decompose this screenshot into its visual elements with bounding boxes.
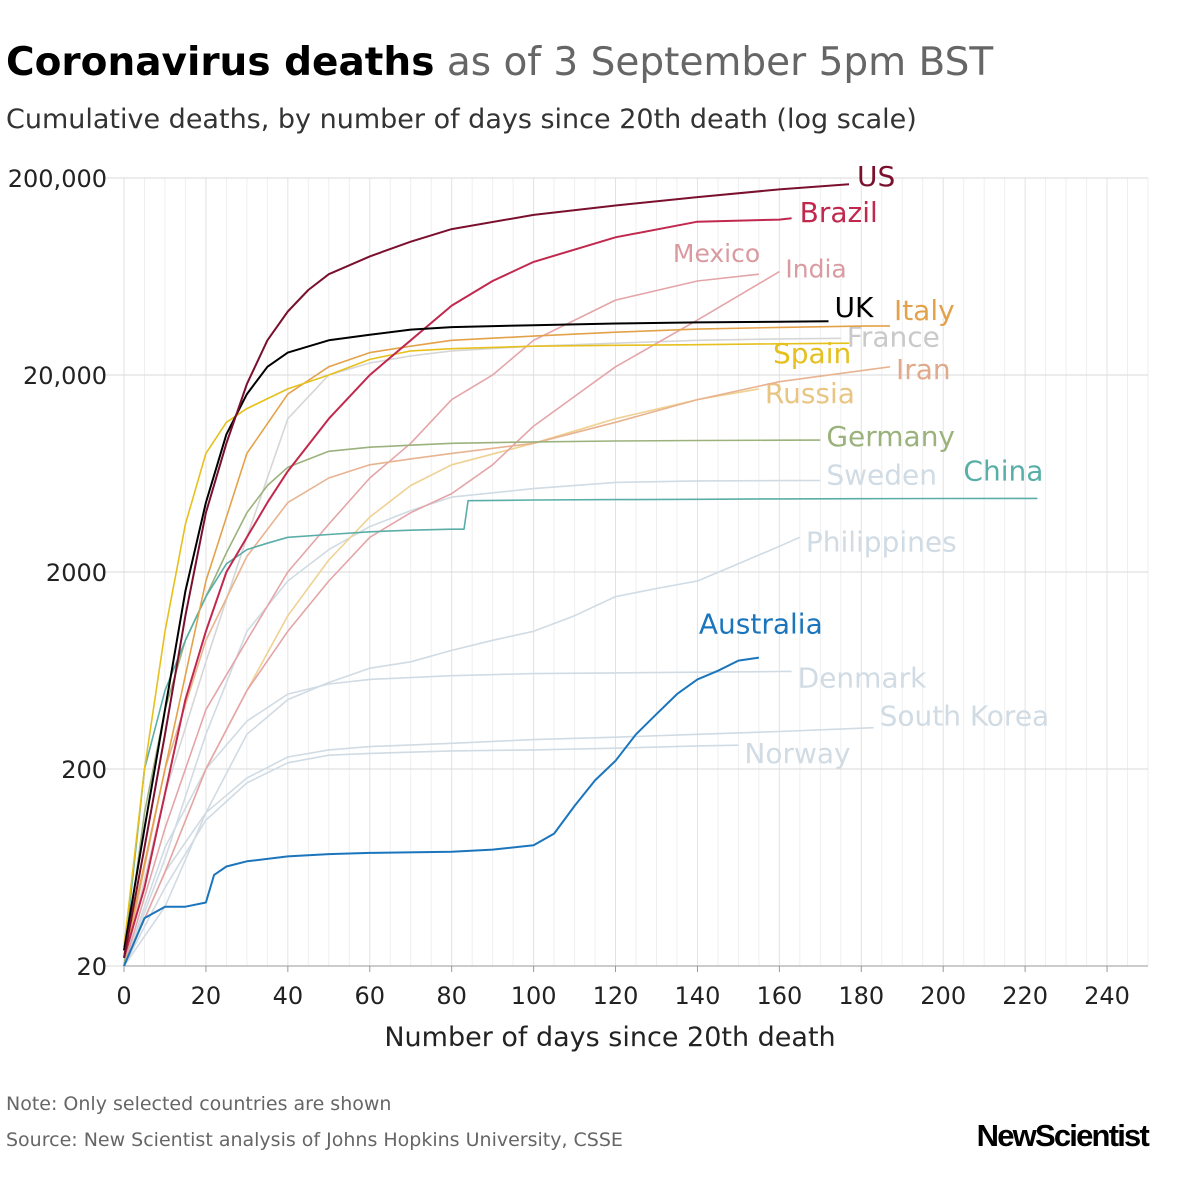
x-tick-label: 0 — [116, 982, 131, 1010]
series-label-mexico: Mexico — [673, 239, 760, 268]
series-label-italy: Italy — [894, 294, 955, 327]
series-line-us — [123, 183, 850, 958]
series-line-norway — [123, 744, 739, 967]
y-tick-label: 2000 — [46, 559, 107, 587]
x-tick-label: 80 — [436, 982, 467, 1010]
chart-title-date: as of 3 September 5pm BST — [446, 40, 994, 85]
x-tick-label: 100 — [511, 982, 557, 1010]
x-tick-label: 60 — [354, 982, 385, 1010]
series-label-iran: Iran — [896, 353, 951, 386]
x-tick-label: 180 — [838, 982, 884, 1010]
series-line-france — [123, 337, 841, 967]
series-line-australia — [123, 656, 760, 967]
series-label-denmark: Denmark — [798, 661, 927, 694]
x-tick-label: 120 — [593, 982, 639, 1010]
series-line-spain — [123, 342, 850, 947]
chart-title: Coronavirus deaths as of 3 September 5pm… — [6, 40, 993, 85]
chart-title-main: Coronavirus deaths — [6, 40, 435, 85]
series-label-brazil: Brazil — [800, 196, 878, 229]
series-label-australia: Australia — [699, 608, 823, 641]
series-label-sweden: Sweden — [826, 458, 937, 491]
series-line-india — [123, 270, 780, 967]
y-tick-label: 200,000 — [8, 165, 107, 193]
series-label-china: China — [963, 454, 1043, 487]
series-label-india: India — [785, 255, 846, 284]
x-tick-label: 160 — [756, 982, 802, 1010]
chart-subtitle: Cumulative deaths, by number of days sin… — [6, 104, 917, 135]
series-label-us: US — [857, 160, 895, 193]
series-line-iran — [123, 366, 891, 967]
x-tick-label: 140 — [675, 982, 721, 1010]
series-line-denmark — [123, 670, 792, 967]
line-chart: 20 200 2000 20,000 200,000 0 20 40 60 80 100 120 140… — [8, 160, 1149, 1053]
x-tick-label: 20 — [191, 982, 222, 1010]
x-axis-label: Number of days since 20th death — [384, 1022, 835, 1053]
chart-source: Source: New Scientist analysis of Johns … — [6, 1129, 623, 1151]
y-tick-label: 20 — [76, 953, 107, 981]
x-tick-label: 200 — [920, 982, 966, 1010]
series-label-germany: Germany — [826, 420, 955, 453]
series-label-spain: Spain — [773, 337, 851, 370]
series-line-sweden — [123, 479, 821, 967]
series-line-philippines — [123, 536, 801, 967]
series-line-mexico — [123, 273, 759, 967]
series-label-norway: Norway — [744, 737, 850, 770]
series-line-italy — [123, 325, 891, 958]
x-tick-label: 40 — [273, 982, 304, 1010]
series-line-brazil — [123, 217, 792, 959]
x-tick-label: 240 — [1084, 982, 1130, 1010]
series-label-uk: UK — [835, 291, 874, 324]
y-tick-label: 20,000 — [23, 362, 107, 390]
series-line-germany — [123, 439, 821, 967]
series-label-philippines: Philippines — [806, 525, 957, 558]
y-tick-label: 200 — [61, 756, 107, 784]
x-tick-label: 220 — [1002, 982, 1048, 1010]
series-line-china — [123, 497, 1038, 958]
series-line-uk — [123, 320, 829, 951]
new-scientist-logo: NewScientist — [976, 1118, 1150, 1153]
series-label-south-korea: South Korea — [880, 700, 1050, 733]
chart-note: Note: Only selected countries are shown — [6, 1093, 392, 1115]
series-line-russia — [123, 388, 760, 967]
